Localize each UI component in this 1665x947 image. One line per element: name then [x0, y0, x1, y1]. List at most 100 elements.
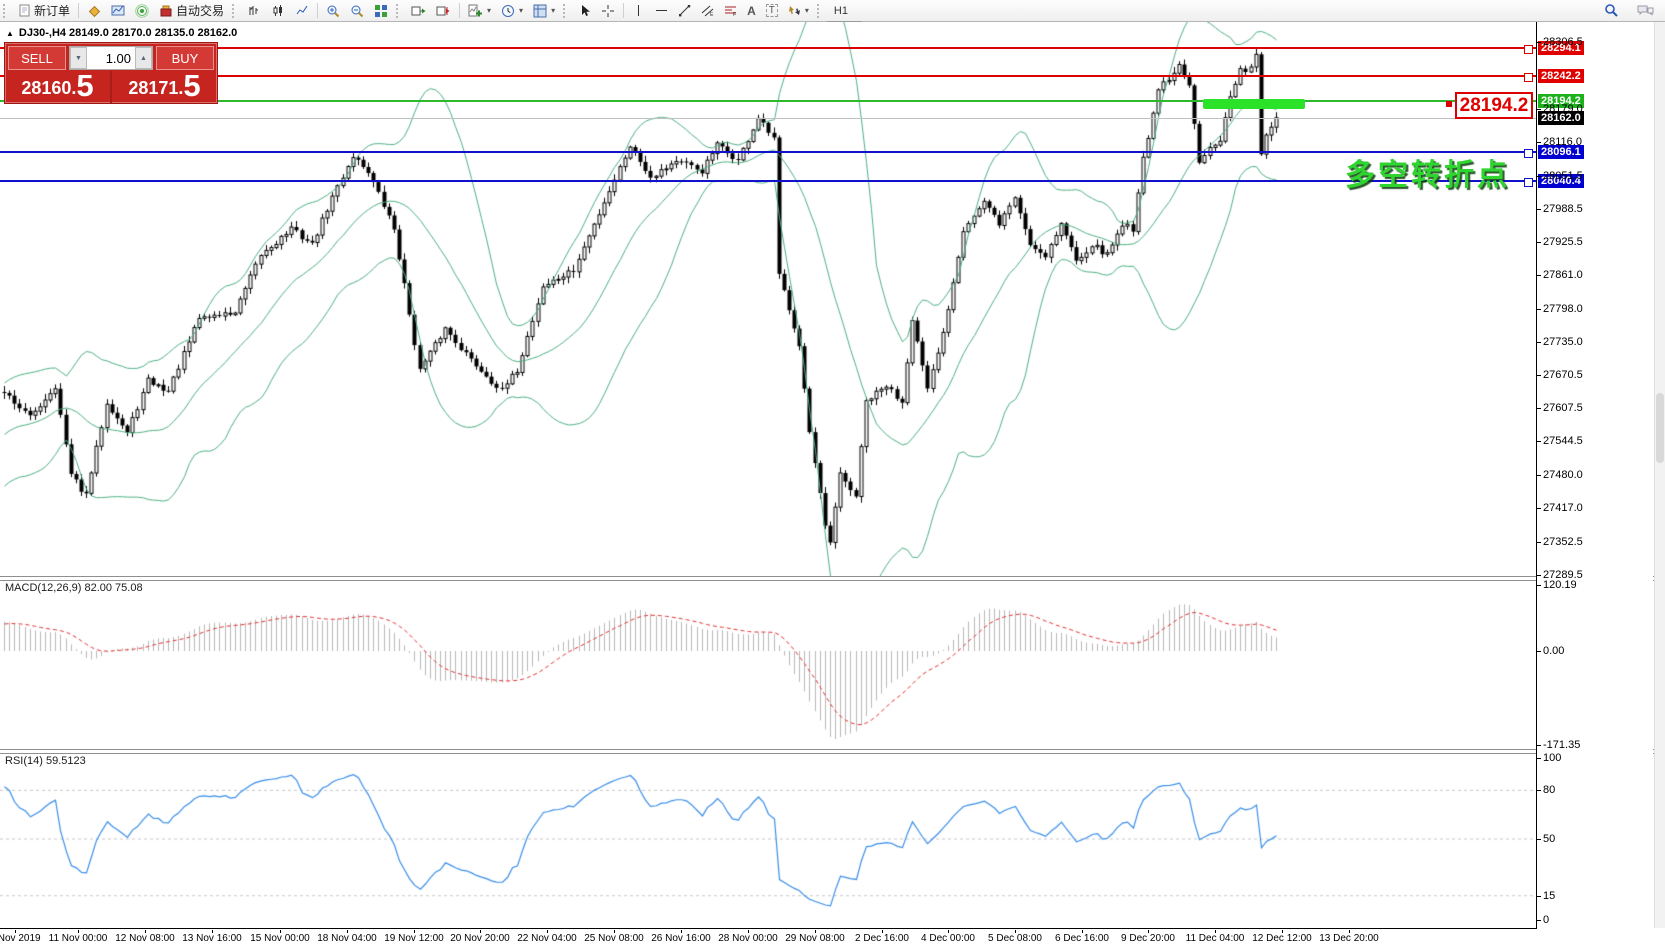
- tile-windows-button[interactable]: [369, 0, 393, 21]
- macd-canvas[interactable]: [0, 579, 1536, 749]
- collapse-triangle-icon[interactable]: ▲: [6, 28, 14, 38]
- rsi-tickmark: [1537, 839, 1541, 840]
- price-tickmark: [1537, 142, 1541, 143]
- chart-shift-button[interactable]: [431, 0, 456, 21]
- chart-shift-icon: [436, 4, 451, 18]
- time-label: 11 Dec 04:00: [1185, 933, 1245, 944]
- rsi-scale-label: 100: [1543, 752, 1562, 764]
- signal-button[interactable]: [130, 0, 154, 21]
- price-tick-label: 28179.0: [1543, 103, 1583, 115]
- volume-value[interactable]: 1.00: [87, 47, 135, 69]
- time-tickmark: [1148, 930, 1149, 933]
- new-order-button[interactable]: 新订单: [13, 0, 75, 21]
- trendline-button[interactable]: [673, 0, 696, 21]
- arrows-icon: [788, 4, 801, 17]
- indicators-add-icon: [468, 4, 483, 18]
- fibonacci-icon: F: [724, 4, 737, 17]
- price-tick-label: 27544.5: [1543, 435, 1583, 447]
- price-tickmark: [1537, 342, 1541, 343]
- time-label: 20 Nov 20:00: [450, 933, 510, 944]
- panel-splitter[interactable]: [0, 576, 1665, 581]
- price-tickmark: [1537, 475, 1541, 476]
- charts-window-button[interactable]: [106, 0, 130, 21]
- buy-button[interactable]: BUY: [156, 46, 214, 70]
- hline-28194.2[interactable]: [0, 100, 1536, 102]
- hline-28096.1[interactable]: [0, 151, 1536, 153]
- autotrade-button[interactable]: 自动交易: [154, 0, 229, 21]
- rsi-tickmark: [1537, 920, 1541, 921]
- volume-down-button[interactable]: ▼: [70, 47, 87, 69]
- hline-28162.0[interactable]: [0, 118, 1536, 119]
- hline-28242.2[interactable]: [0, 75, 1536, 77]
- hline-28294.1[interactable]: [0, 47, 1536, 49]
- toolbar-grip[interactable]: [396, 3, 403, 18]
- time-label: 5 Dec 08:00: [988, 933, 1042, 944]
- candlestick-button[interactable]: [266, 0, 290, 21]
- auto-scroll-icon: [411, 4, 426, 18]
- time-tickmark: [1282, 930, 1283, 933]
- sell-button[interactable]: SELL: [8, 46, 66, 70]
- clock-icon: [501, 4, 515, 18]
- templates-button[interactable]: ▾: [528, 0, 560, 21]
- time-label: 26 Nov 16:00: [651, 933, 711, 944]
- cursor-button[interactable]: [573, 0, 596, 21]
- price-scale[interactable]: 28294.1 28242.2 28194.2 28162.0 28096.1 28040…: [1537, 22, 1653, 928]
- time-tickmark: [815, 930, 816, 933]
- price-tick-label: 27925.5: [1543, 236, 1583, 248]
- chat-button[interactable]: [1632, 0, 1659, 21]
- time-tickmark: [347, 930, 348, 933]
- time-label: 12 Nov 08:00: [115, 933, 175, 944]
- price-tick-label: 27352.5: [1543, 536, 1583, 548]
- green-highlight-bar[interactable]: [1203, 99, 1305, 109]
- zoom-out-icon: [350, 4, 364, 18]
- channel-button[interactable]: E: [696, 0, 719, 21]
- time-label: 12 Dec 12:00: [1252, 933, 1312, 944]
- price-tick-label: 27607.5: [1543, 402, 1583, 414]
- time-label: 25 Nov 08:00: [584, 933, 644, 944]
- zoom-out-button[interactable]: [345, 0, 369, 21]
- toolbar-grip[interactable]: [816, 3, 824, 18]
- arrows-button[interactable]: ▾: [783, 0, 814, 21]
- indicators-button[interactable]: ▾: [463, 0, 496, 21]
- sell-price[interactable]: 28160. 5: [21, 68, 94, 103]
- toolbar-grip[interactable]: [3, 3, 10, 18]
- zoom-in-button[interactable]: [321, 0, 345, 21]
- bar-chart-icon: [247, 4, 261, 18]
- toolbar-grip[interactable]: [563, 3, 570, 18]
- time-axis[interactable]: 7 Nov 2019 11 Nov 00:00 12 Nov 08:00 13 Nov…: [0, 930, 1665, 947]
- turning-point-annotation[interactable]: 多空转折点: [1345, 159, 1510, 192]
- tile-windows-icon: [374, 4, 388, 18]
- time-tickmark: [948, 930, 949, 933]
- gold-diamond-icon: [87, 4, 101, 18]
- hline-28040.4[interactable]: [0, 180, 1536, 182]
- vertical-line-button[interactable]: [627, 0, 650, 21]
- horizontal-line-icon: [655, 4, 668, 17]
- volume-up-button[interactable]: ▲: [135, 47, 152, 69]
- text-label-button[interactable]: T: [761, 0, 783, 21]
- timeframe-h1[interactable]: H1: [833, 4, 848, 17]
- horizontal-line-button[interactable]: [650, 0, 673, 21]
- panel-splitter[interactable]: [0, 749, 1665, 754]
- auto-scroll-button[interactable]: [406, 0, 431, 21]
- scrollbar-thumb[interactable]: [1656, 393, 1664, 463]
- trendline-icon: [678, 4, 691, 17]
- search-button[interactable]: [1599, 0, 1624, 21]
- toolbar-grip[interactable]: [232, 3, 239, 18]
- rsi-scale-label: 0: [1543, 914, 1550, 926]
- bar-chart-button[interactable]: [242, 0, 266, 21]
- main-chart-canvas[interactable]: [0, 22, 1536, 576]
- price-tickmark: [1537, 176, 1541, 177]
- profiles-button[interactable]: [82, 0, 106, 21]
- text-button[interactable]: A: [742, 0, 761, 21]
- time-tickmark: [547, 930, 548, 933]
- periods-button[interactable]: ▾: [496, 0, 528, 21]
- price-callout-box[interactable]: 28194.2: [1455, 92, 1533, 119]
- crosshair-button[interactable]: [596, 0, 620, 21]
- buy-price[interactable]: 28171. 5: [128, 68, 201, 103]
- rsi-tickmark: [1537, 896, 1541, 897]
- rsi-canvas[interactable]: [0, 752, 1536, 928]
- price-label-28162.0: 28162.0: [1538, 111, 1584, 125]
- fibonacci-button[interactable]: F: [719, 0, 742, 21]
- rsi-tickmark: [1537, 790, 1541, 791]
- line-chart-button[interactable]: [290, 0, 314, 21]
